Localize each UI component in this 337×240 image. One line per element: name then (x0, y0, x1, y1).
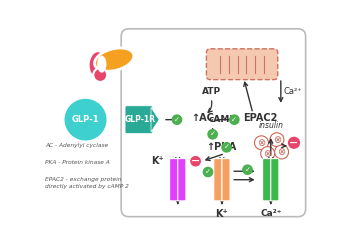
Text: ⊗: ⊗ (264, 149, 272, 159)
FancyBboxPatch shape (178, 159, 186, 201)
Circle shape (275, 145, 288, 159)
Circle shape (208, 130, 217, 139)
Text: ↑PKA: ↑PKA (207, 142, 237, 152)
Text: AC - Adenylyl cyclase: AC - Adenylyl cyclase (45, 143, 109, 148)
Text: ✓: ✓ (224, 144, 229, 150)
Text: ⊗: ⊗ (273, 135, 281, 145)
Circle shape (288, 137, 300, 148)
Text: PKA - Protein kinase A: PKA - Protein kinase A (45, 160, 110, 165)
Text: ✓: ✓ (205, 169, 211, 175)
Text: cAMP: cAMP (209, 115, 237, 124)
Circle shape (270, 133, 284, 147)
FancyBboxPatch shape (214, 159, 222, 201)
Circle shape (203, 167, 213, 177)
Circle shape (254, 136, 269, 150)
Ellipse shape (97, 56, 106, 73)
Text: ✓: ✓ (245, 167, 250, 173)
Text: K⁺: K⁺ (216, 209, 228, 219)
Text: insulin: insulin (258, 121, 283, 131)
Polygon shape (151, 107, 159, 132)
Text: EPAC2 - exchange protein: EPAC2 - exchange protein (45, 177, 122, 182)
Text: ⊗: ⊗ (278, 147, 286, 157)
Circle shape (172, 115, 182, 124)
Text: ATP: ATP (202, 87, 221, 96)
Text: ↑AC: ↑AC (191, 113, 214, 123)
Text: ⊗: ⊗ (257, 138, 266, 148)
Text: −: − (191, 156, 200, 166)
Ellipse shape (89, 51, 106, 77)
FancyBboxPatch shape (125, 106, 153, 133)
Text: GLP-1R: GLP-1R (125, 115, 156, 124)
Circle shape (243, 165, 252, 174)
FancyBboxPatch shape (170, 159, 178, 201)
Text: Ca²⁺: Ca²⁺ (284, 87, 303, 96)
FancyBboxPatch shape (222, 159, 230, 201)
FancyBboxPatch shape (263, 159, 271, 201)
Text: ✓: ✓ (210, 131, 216, 137)
Text: Ca²⁺: Ca²⁺ (260, 209, 281, 218)
FancyBboxPatch shape (121, 29, 306, 217)
Text: directly activated by cAMP 2: directly activated by cAMP 2 (45, 184, 129, 189)
Circle shape (230, 115, 239, 124)
Text: K⁺: K⁺ (151, 156, 164, 166)
Circle shape (93, 68, 107, 82)
Circle shape (222, 143, 231, 152)
Text: EPAC2: EPAC2 (244, 113, 278, 123)
FancyBboxPatch shape (207, 49, 278, 80)
Text: ✓: ✓ (174, 117, 180, 123)
Text: ✓: ✓ (232, 117, 237, 123)
Circle shape (64, 98, 107, 141)
Circle shape (191, 157, 200, 166)
Text: GLP-1: GLP-1 (72, 115, 99, 124)
Circle shape (261, 147, 275, 161)
Text: −: − (289, 138, 299, 148)
Ellipse shape (95, 48, 134, 71)
FancyBboxPatch shape (271, 159, 279, 201)
